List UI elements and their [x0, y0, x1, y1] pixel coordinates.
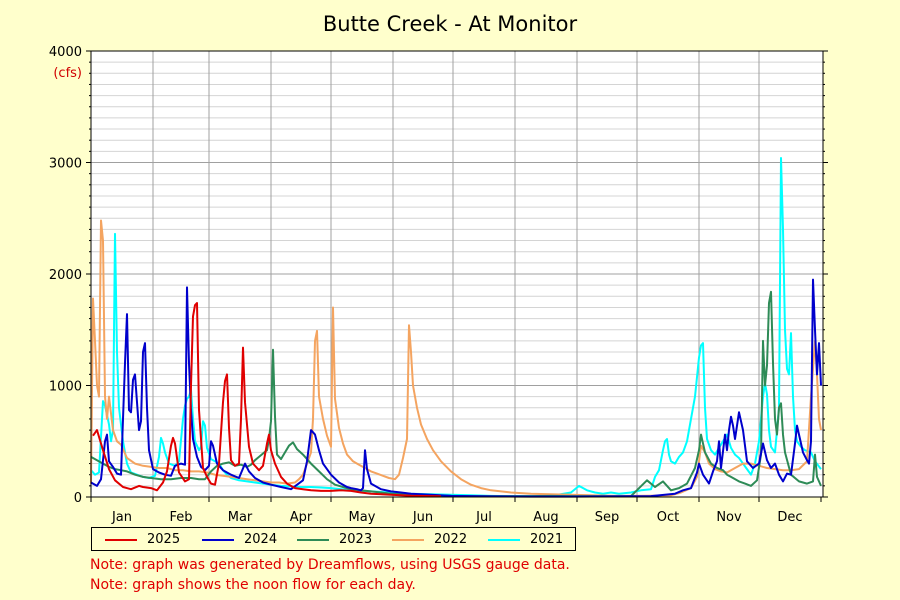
x-tick-label: Jan [111, 510, 132, 525]
legend: 2025 2024 2023 2022 2021 [91, 527, 576, 551]
x-tick-label: Feb [169, 510, 192, 525]
x-tick-label: Jul [475, 510, 492, 525]
legend-label: 2022 [434, 532, 468, 547]
note-source: Note: graph was generated by Dreamflows,… [90, 557, 570, 573]
legend-label: 2025 [147, 532, 181, 547]
legend-item-2023: 2023 [297, 532, 372, 548]
y-tick-label: 4000 [49, 45, 82, 60]
series-line-2025 [92, 302, 442, 498]
x-tick-label: Apr [290, 510, 313, 525]
legend-label: 2021 [530, 532, 564, 547]
note-noon-flow: Note: graph shows the noon flow for each… [90, 577, 416, 593]
x-tick-label: Sep [595, 510, 620, 525]
plot-frame [90, 50, 824, 498]
x-tick-label: Dec [777, 510, 802, 525]
legend-swatch [297, 538, 329, 541]
legend-label: 2023 [339, 532, 373, 547]
x-tick-label: Oct [657, 510, 679, 525]
y-tick-label: 3000 [49, 157, 82, 172]
y-tick-label: 0 [74, 491, 82, 506]
y-tick-label: 2000 [49, 268, 82, 283]
legend-swatch [392, 538, 424, 541]
legend-item-2024: 2024 [202, 532, 277, 548]
legend-item-2025: 2025 [105, 532, 180, 548]
x-axis: Jan Feb Mar Apr May Jun Jul Aug Sep Oct Nov Dec [90, 497, 822, 525]
legend-item-2021: 2021 [488, 532, 563, 548]
x-tick-label: Nov [716, 510, 742, 525]
x-tick-label: Mar [228, 510, 253, 525]
x-tick-label: May [349, 510, 376, 525]
y-tick-label: 1000 [49, 380, 82, 395]
legend-swatch [105, 538, 137, 541]
grid [91, 51, 823, 497]
x-tick-label: Aug [533, 510, 558, 525]
y-axis-unit: (cfs) [53, 66, 82, 81]
legend-swatch [202, 538, 234, 541]
series-line-2024 [90, 278, 822, 498]
series-lines [90, 157, 822, 498]
chart-title: Butte Creek - At Monitor [322, 12, 578, 36]
x-tick-label: Jun [412, 510, 433, 525]
legend-label: 2024 [244, 532, 278, 547]
legend-swatch [488, 538, 520, 541]
legend-item-2022: 2022 [392, 532, 467, 548]
